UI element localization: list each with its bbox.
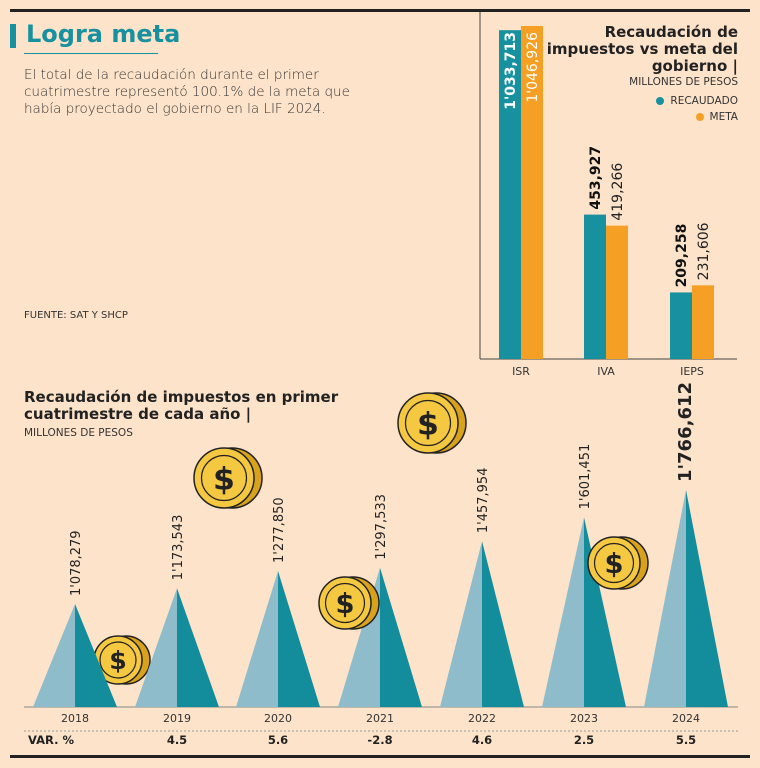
var-value-2022: 4.6 xyxy=(472,733,492,747)
bar-isr-recaudado xyxy=(499,30,521,359)
coin-2023-ring xyxy=(593,542,635,584)
title-accent-bar xyxy=(10,24,16,48)
triangle-label-2021: 1'297,533 xyxy=(374,494,389,560)
top-rule xyxy=(10,9,750,12)
coin-2021-face xyxy=(318,576,372,630)
coin-2022-ring xyxy=(404,399,452,447)
coin-2022-dollar-icon: $ xyxy=(417,406,439,442)
bottom-rule xyxy=(10,755,750,758)
page-title: Logra meta xyxy=(26,20,181,48)
bar-label-isr-recaudado: 1'033,713 xyxy=(503,32,519,110)
bar-chart-title: Recaudación de impuestos vs meta del gob… xyxy=(546,23,738,75)
triangle-label-2019: 1'173,543 xyxy=(171,515,186,581)
triangle-left-2019 xyxy=(135,588,177,707)
year-label-2019: 2019 xyxy=(163,712,191,725)
triangle-right-2020 xyxy=(278,570,320,707)
var-value-2023: 2.5 xyxy=(574,733,594,747)
year-label-2020: 2020 xyxy=(264,712,292,725)
bar-category-iva: IVA xyxy=(597,365,615,378)
legend-meta: META xyxy=(695,111,738,123)
triangle-right-2019 xyxy=(177,588,219,707)
coin-2021-dollar-icon: $ xyxy=(336,589,355,620)
bar-ieps-recaudado xyxy=(670,292,692,359)
triangle-right-2024 xyxy=(686,490,728,707)
triangle-label-2024: 1'766,612 xyxy=(675,382,696,482)
triangle-label-2023: 1'601,451 xyxy=(578,444,593,510)
bar-label-iva-meta: 419,266 xyxy=(610,163,626,221)
coin-2018-ring xyxy=(99,641,137,679)
var-value-2024: 5.5 xyxy=(676,733,696,747)
triangle-right-2018 xyxy=(75,604,117,707)
var-value-2020: 5.6 xyxy=(268,733,288,747)
triangle-right-2023 xyxy=(584,517,626,707)
triangle-left-2023 xyxy=(542,517,584,707)
year-label-2021: 2021 xyxy=(366,712,394,725)
triangle-right-2022 xyxy=(482,541,524,707)
coin-2022-face xyxy=(397,392,459,454)
var-value-2019: 4.5 xyxy=(167,733,187,747)
triangle-left-2024 xyxy=(644,490,686,707)
bar-iva-recaudado xyxy=(584,214,606,359)
bar-iva-meta xyxy=(606,225,628,359)
triangle-label-2022: 1'457,954 xyxy=(476,468,491,534)
triangle-right-2021 xyxy=(380,567,422,707)
bar-label-ieps-meta: 231,606 xyxy=(696,222,712,280)
legend-recaudado-swatch xyxy=(656,97,665,105)
source-note: FUENTE: SAT Y SHCP xyxy=(24,310,128,321)
bar-label-isr-meta: 1'046,926 xyxy=(525,32,541,103)
bar-chart-unit: MILLONES DE PESOS xyxy=(629,76,738,88)
legend-recaudado: RECAUDADO xyxy=(656,95,738,107)
var-value-2021: -2.8 xyxy=(367,733,392,747)
triangle-left-2022 xyxy=(440,541,482,707)
bar-category-ieps: IEPS xyxy=(680,365,704,378)
legend-meta-label: META xyxy=(709,111,738,123)
coin-2018-dollar-icon: $ xyxy=(109,646,127,675)
coin-2019-ring xyxy=(200,454,248,502)
triangle-label-2020: 1'277,850 xyxy=(272,497,287,563)
bar-isr-meta xyxy=(521,25,543,360)
triangle-chart-unit: MILLONES DE PESOS xyxy=(24,427,133,439)
year-label-2022: 2022 xyxy=(468,712,496,725)
var-label: VAR. % xyxy=(28,733,74,747)
description: El total de la recaudación durante el pr… xyxy=(24,67,350,117)
bar-label-ieps-recaudado: 209,258 xyxy=(674,224,690,288)
year-label-2023: 2023 xyxy=(570,712,598,725)
coin-2023-face xyxy=(587,536,641,590)
coin-2021-ring xyxy=(324,582,366,624)
year-label-2024: 2024 xyxy=(672,712,700,725)
title-underline xyxy=(24,53,158,54)
bar-label-iva-recaudado: 453,927 xyxy=(588,146,604,210)
triangle-left-2020 xyxy=(236,570,278,707)
bar-category-isr: ISR xyxy=(512,365,530,378)
legend-meta-swatch xyxy=(695,113,704,121)
triangle-left-2018 xyxy=(33,604,75,707)
coin-2019-dollar-icon: $ xyxy=(213,461,235,497)
triangle-chart-title: Recaudación de impuestos en primer cuatr… xyxy=(24,388,339,423)
coin-2023-dollar-icon: $ xyxy=(605,549,624,580)
legend-recaudado-label: RECAUDADO xyxy=(670,95,738,107)
year-label-2018: 2018 xyxy=(61,712,89,725)
bar-ieps-meta xyxy=(692,285,714,359)
triangle-label-2018: 1'078,279 xyxy=(69,530,84,596)
coin-2019-face xyxy=(193,447,255,509)
